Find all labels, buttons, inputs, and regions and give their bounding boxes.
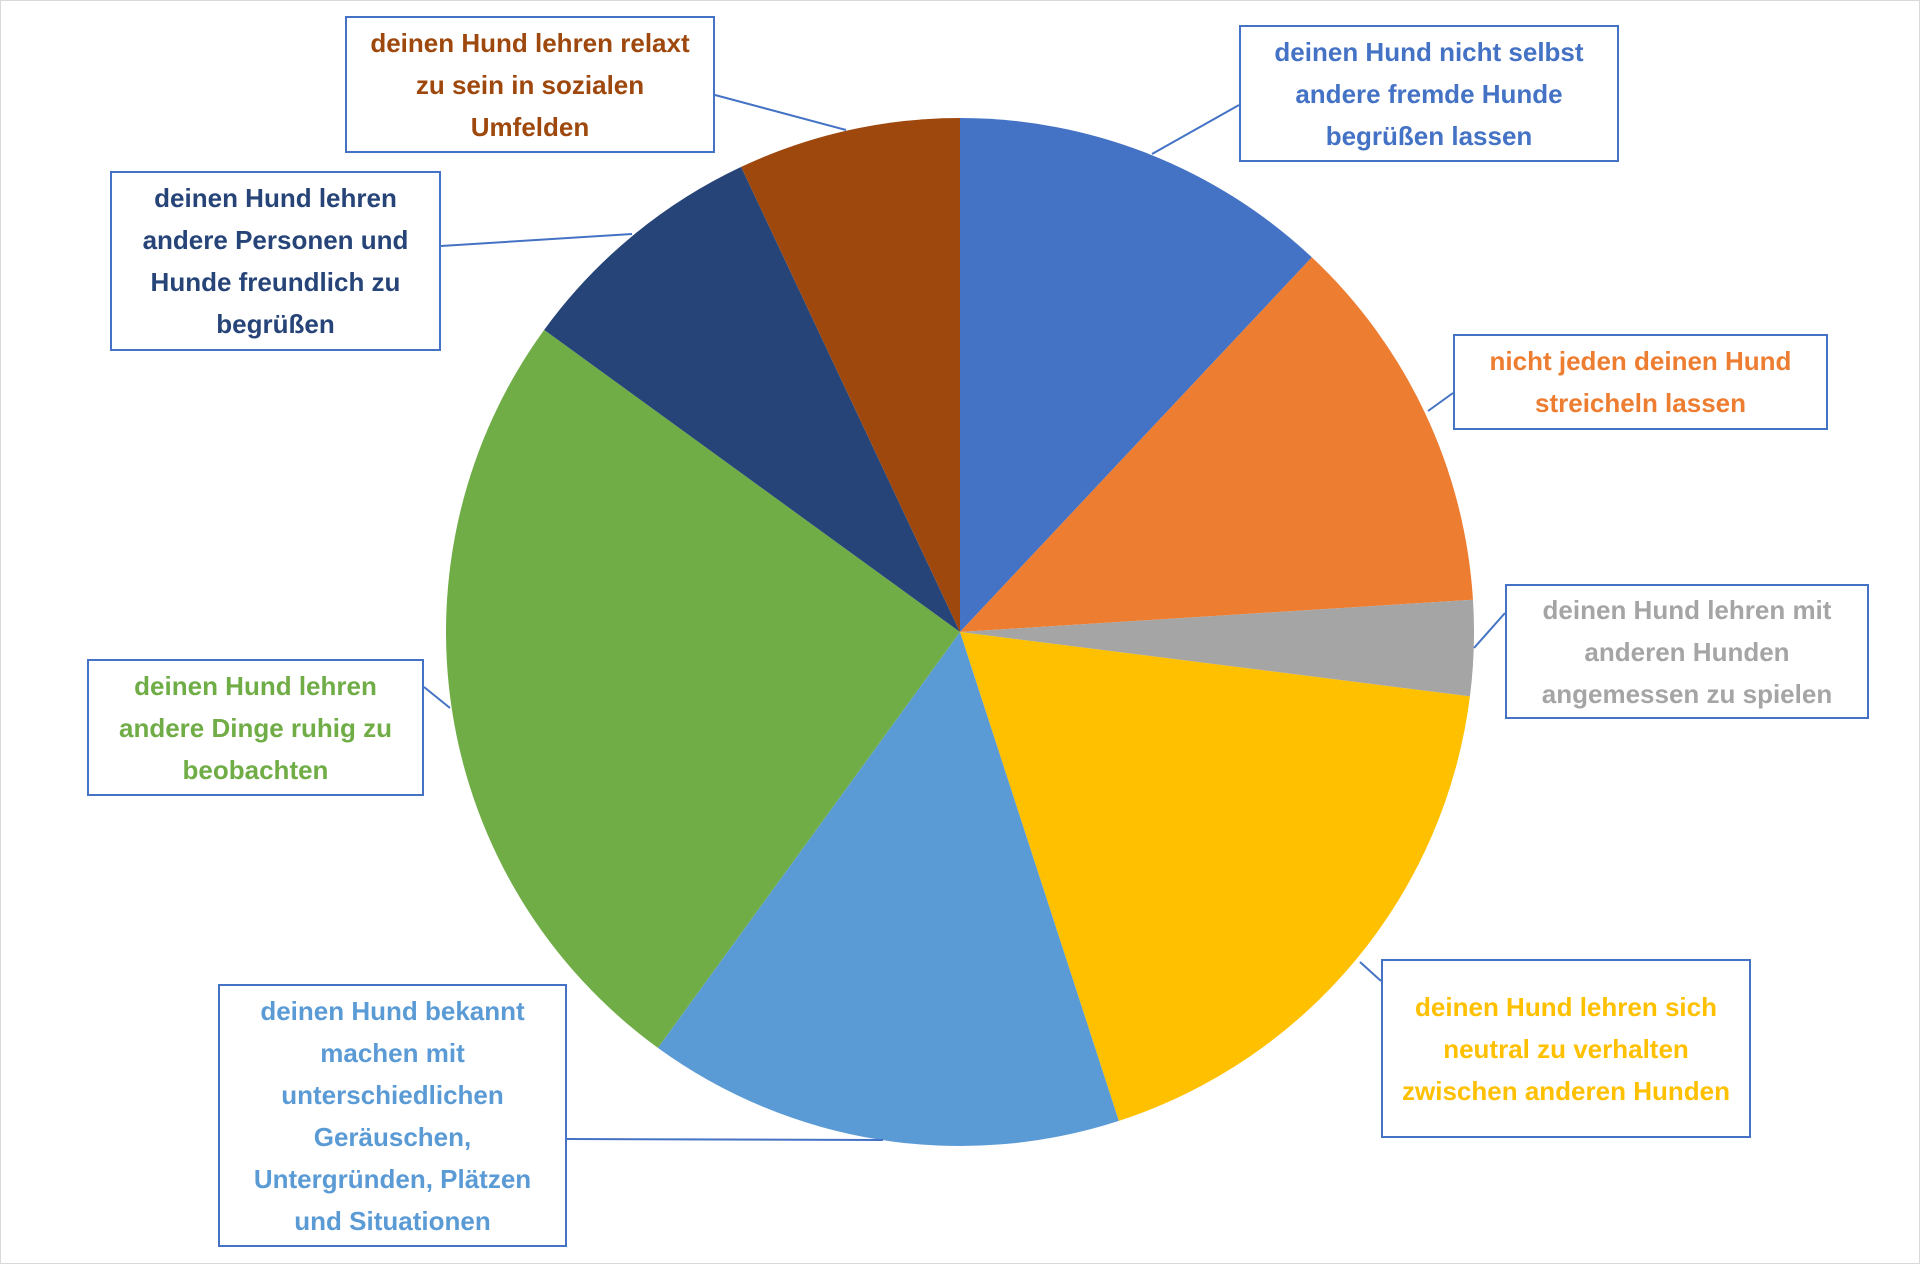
- slice: [657, 632, 1119, 1146]
- leader-line: [566, 1138, 884, 1141]
- slice: [960, 118, 1312, 632]
- leader-line: [1427, 392, 1454, 412]
- leader-line: [714, 94, 847, 131]
- slice: [741, 118, 960, 632]
- data-label: nicht jeden deinen Hund streicheln lasse…: [1453, 334, 1828, 430]
- slice: [544, 166, 960, 633]
- data-label: deinen Hund lehren mit anderen Hunden an…: [1505, 584, 1869, 719]
- leader-line: [423, 686, 451, 709]
- slice: [446, 329, 961, 1048]
- data-label: deinen Hund nicht selbst andere fremde H…: [1239, 25, 1619, 162]
- slice: [960, 632, 1470, 1121]
- leader-line: [1359, 961, 1382, 982]
- data-label: deinen Hund lehren relaxt zu sein in soz…: [345, 16, 715, 153]
- data-label: deinen Hund bekannt machen mit unterschi…: [218, 984, 567, 1247]
- data-label: deinen Hund lehren sich neutral zu verha…: [1381, 959, 1751, 1138]
- leader-line: [440, 233, 633, 247]
- slice: [960, 599, 1474, 697]
- data-label: deinen Hund lehren andere Personen und H…: [110, 171, 441, 351]
- leader-line: [1473, 612, 1506, 649]
- data-label: deinen Hund lehren andere Dinge ruhig zu…: [87, 659, 424, 796]
- slice: [960, 257, 1473, 632]
- leader-line: [1151, 104, 1240, 155]
